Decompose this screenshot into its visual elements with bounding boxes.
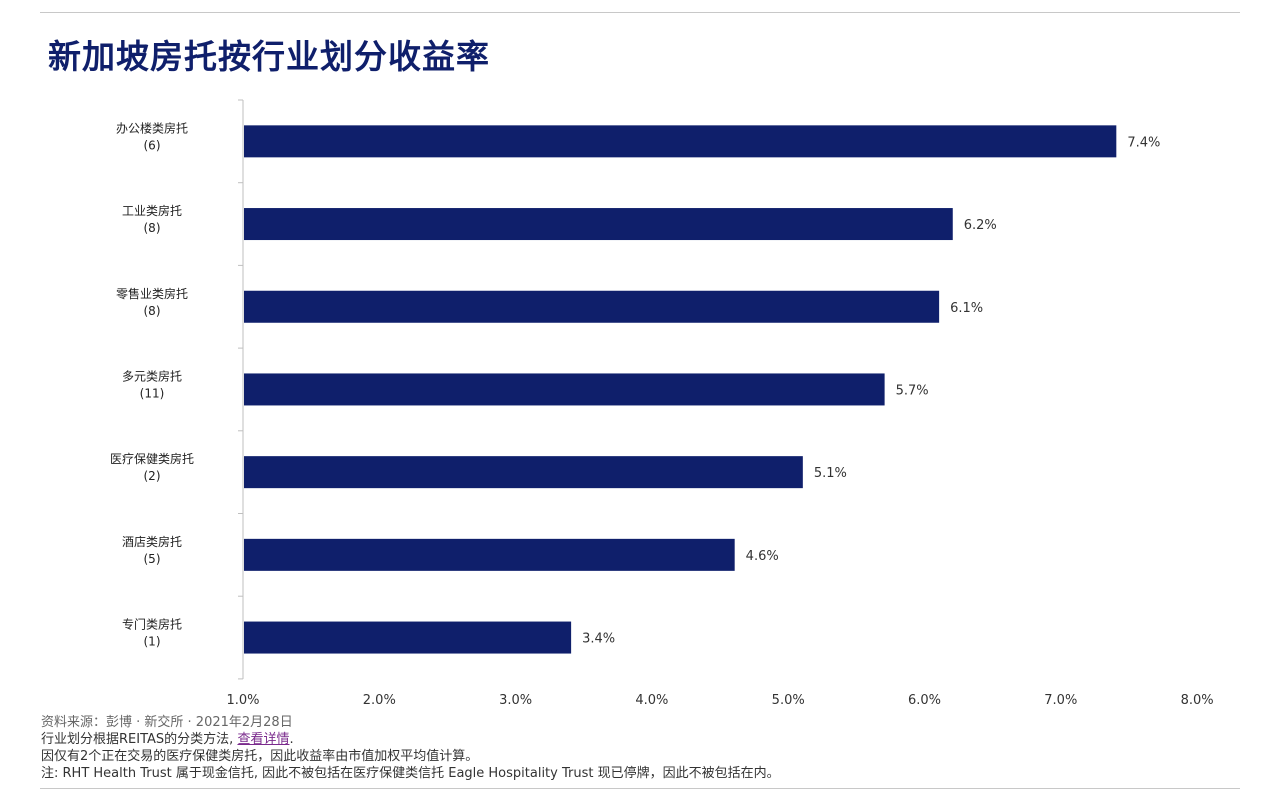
category-count: (8): [144, 304, 161, 318]
x-tick-label: 4.0%: [635, 693, 668, 708]
footnotes: 资料来源：彭博 · 新交所 · 2021年2月28日 行业划分根据REITAS的…: [41, 714, 780, 782]
data-label: 6.1%: [950, 301, 983, 316]
category-label: 多元类房托: [122, 368, 182, 383]
method-note-text: 行业划分根据REITAS的分类方法,: [41, 732, 238, 747]
data-label: 5.7%: [896, 383, 929, 398]
x-tick-label: 2.0%: [363, 693, 396, 708]
category-count: (6): [144, 138, 161, 152]
x-tick-label: 3.0%: [499, 693, 532, 708]
exclusion-note: 注: RHT Health Trust 属于现金信托, 因此不被包括在医疗保健类…: [41, 766, 780, 781]
x-tick-label: 8.0%: [1181, 693, 1214, 708]
data-label: 6.2%: [964, 218, 997, 233]
top-divider: [40, 12, 1240, 13]
category-label: 零售业类房托: [116, 286, 188, 301]
category-count: (2): [144, 469, 161, 483]
bar: [244, 538, 735, 571]
data-label: 7.4%: [1127, 135, 1160, 150]
category-label: 工业类房托: [122, 203, 182, 218]
bar: [244, 125, 1117, 158]
bar: [244, 208, 953, 241]
bar: [244, 373, 885, 406]
bar: [244, 621, 572, 654]
x-tick-label: 6.0%: [908, 693, 941, 708]
data-label: 4.6%: [746, 549, 779, 564]
category-label: 办公楼类房托: [116, 120, 188, 135]
category-count: (8): [144, 221, 161, 235]
bar-chart: 7.4% 办公楼类房托 (6) 6.2% 工业类房托 (8) 6.1% 零售业类房托 (8) 5.…: [110, 99, 1214, 708]
bar: [244, 456, 803, 489]
category-label: 医疗保健类房托: [110, 451, 194, 466]
method-note-suffix: .: [289, 732, 294, 747]
method-note: 行业划分根据REITAS的分类方法, 查看详情.: [41, 731, 780, 748]
x-tick-label: 7.0%: [1044, 693, 1077, 708]
category-count: (11): [140, 386, 165, 400]
bottom-divider: [40, 788, 1240, 789]
source-note: 资料来源：彭博 · 新交所 · 2021年2月28日: [41, 715, 293, 730]
page-title: 新加坡房托按行业划分收益率: [48, 37, 490, 76]
category-count: (1): [144, 635, 161, 649]
bar: [244, 290, 940, 323]
x-tick-label: 1.0%: [226, 693, 259, 708]
category-label: 专门类房托: [122, 617, 182, 632]
healthcare-note: 因仅有2个正在交易的医疗保健类房托，因此收益率由市值加权平均值计算。: [41, 749, 479, 764]
category-label: 酒店类房托: [122, 534, 182, 549]
data-label: 3.4%: [582, 632, 615, 647]
details-link[interactable]: 查看详情: [237, 732, 290, 747]
category-count: (5): [144, 552, 161, 566]
x-tick-label: 5.0%: [772, 693, 805, 708]
data-label: 5.1%: [814, 466, 847, 481]
